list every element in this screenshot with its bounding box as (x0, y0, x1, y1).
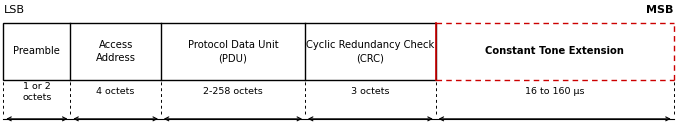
Text: Protocol Data Unit
(PDU): Protocol Data Unit (PDU) (188, 40, 278, 63)
Text: Preamble: Preamble (14, 46, 60, 56)
Text: Constant Tone Extension: Constant Tone Extension (485, 46, 624, 56)
Text: Access
Address: Access Address (95, 40, 135, 63)
Text: 16 to 160 μs: 16 to 160 μs (525, 87, 584, 96)
Text: Cyclic Redundancy Check
(CRC): Cyclic Redundancy Check (CRC) (306, 40, 435, 63)
Text: MSB: MSB (647, 5, 674, 15)
Bar (3, 23, 436, 80)
Text: 1 or 2
octets: 1 or 2 octets (22, 82, 51, 102)
Text: 2-258 octets: 2-258 octets (203, 87, 263, 96)
Text: 3 octets: 3 octets (351, 87, 389, 96)
Text: LSB: LSB (3, 5, 24, 15)
Text: 4 octets: 4 octets (96, 87, 135, 96)
